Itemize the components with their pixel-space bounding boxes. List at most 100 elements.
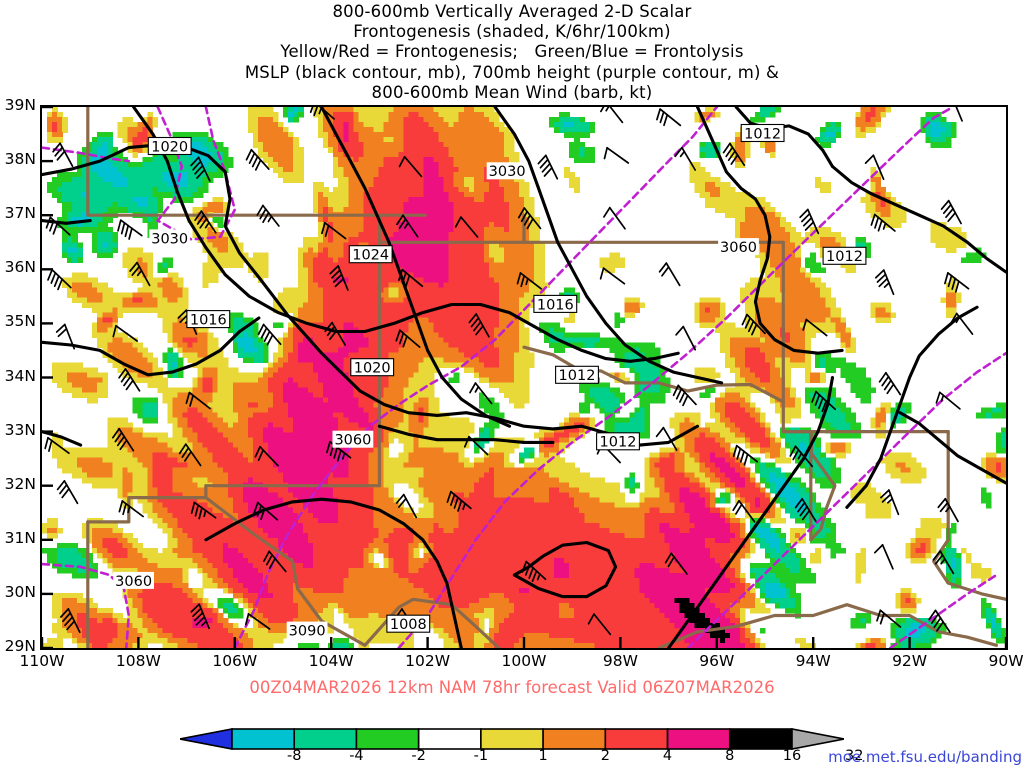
colorbar-segment-2 bbox=[355, 728, 420, 750]
wind-barb bbox=[517, 207, 542, 230]
wind-barb bbox=[658, 262, 681, 287]
wind-barb bbox=[245, 148, 270, 171]
svg-text:3090: 3090 bbox=[289, 624, 326, 640]
wind-barb bbox=[468, 313, 490, 338]
x-tick-90W: 90W bbox=[988, 652, 1024, 670]
map-plot-area[interactable]: 1020 1024 1016 1020 1016 1012 1012 1012 1012 1008… bbox=[40, 105, 1008, 650]
wind-barb bbox=[446, 490, 472, 512]
wind-barb bbox=[190, 603, 210, 630]
wind-barb bbox=[799, 208, 820, 235]
svg-text:1016: 1016 bbox=[537, 297, 574, 313]
y-tick-31N: 31N bbox=[4, 528, 36, 547]
colorbar[interactable] bbox=[180, 728, 844, 750]
height-label-3030: 3030 bbox=[149, 229, 191, 247]
wind-barb bbox=[469, 382, 493, 405]
wind-barb bbox=[599, 267, 626, 285]
y-tick-35N: 35N bbox=[4, 312, 36, 331]
frontogenesis-shading bbox=[42, 107, 1006, 648]
x-tick-92W: 92W bbox=[892, 652, 928, 670]
wind-barb bbox=[178, 443, 202, 467]
wind-barb bbox=[118, 368, 141, 392]
y-tick-29N: 29N bbox=[4, 637, 36, 655]
title-line-2: Frontogenesis (shaded, K/6hr/100km) bbox=[353, 22, 671, 42]
svg-text:3030: 3030 bbox=[489, 164, 526, 180]
wind-barb bbox=[878, 371, 902, 396]
wind-barb bbox=[870, 213, 896, 232]
wind-barb bbox=[254, 445, 279, 467]
wind-barb bbox=[244, 613, 271, 630]
contour-label-1020: 1020 bbox=[147, 136, 192, 155]
source-url-label: moe.met.fsu.edu/banding bbox=[828, 748, 1022, 766]
wind-barb bbox=[672, 384, 697, 407]
wind-barb bbox=[937, 497, 959, 523]
colorbar-segment-6 bbox=[604, 728, 669, 750]
svg-text:3030: 3030 bbox=[151, 231, 188, 247]
colorbar-tick-16: 16 bbox=[782, 748, 802, 764]
x-tick-94W: 94W bbox=[795, 652, 831, 670]
wind-barb bbox=[55, 323, 76, 350]
wind-barb bbox=[655, 426, 678, 451]
wind-barb bbox=[603, 146, 630, 164]
colorbar-segment-8 bbox=[728, 728, 793, 750]
wind-barb bbox=[47, 268, 72, 291]
wind-barb bbox=[396, 214, 419, 238]
wind-barb bbox=[52, 142, 74, 168]
map-canvas: 1020 1024 1016 1020 1016 1012 1012 1012 1012 1008… bbox=[42, 107, 1006, 648]
x-tick-106W: 106W bbox=[212, 652, 258, 670]
wind-barb bbox=[395, 493, 418, 519]
wind-barb bbox=[324, 321, 347, 346]
y-tick-37N: 37N bbox=[4, 204, 36, 223]
colorbar-segment-7 bbox=[666, 728, 731, 750]
colorbar-tick-labels: -8 -4 -2 -1 1 2 4 8 16 32 bbox=[180, 748, 863, 768]
wind-barb bbox=[326, 440, 352, 462]
wind-barb bbox=[732, 444, 759, 466]
colorbar-tick-4: 4 bbox=[662, 748, 673, 764]
wind-barb bbox=[112, 324, 138, 342]
contour-label-1024: 1024 bbox=[348, 245, 393, 264]
x-tick-100W: 100W bbox=[501, 652, 547, 670]
colorbar-tick-32: 32 bbox=[844, 748, 864, 764]
wind-barb bbox=[185, 391, 211, 410]
wind-barb bbox=[603, 206, 626, 230]
wind-barb bbox=[789, 445, 814, 468]
svg-text:1020: 1020 bbox=[354, 361, 391, 377]
wind-barb bbox=[741, 313, 766, 336]
figure-title-block: 800-600mb Vertically Averaged 2-D Scalar… bbox=[0, 2, 1024, 103]
x-tick-104W: 104W bbox=[308, 652, 354, 670]
wind-barb bbox=[802, 318, 828, 337]
colorbar-tick-2: 2 bbox=[600, 748, 610, 764]
wind-barb bbox=[118, 500, 144, 518]
contour-labels: 1020 1024 1016 1020 1016 1012 1012 1012 1012 1008… bbox=[113, 123, 867, 640]
wind-barb bbox=[675, 325, 697, 351]
wind-barb bbox=[864, 154, 885, 181]
wind-barb bbox=[664, 552, 688, 575]
contour-label-1012: 1012 bbox=[596, 432, 640, 451]
colorbar-over-arrow bbox=[791, 728, 844, 750]
height-label-3060: 3060 bbox=[718, 238, 759, 256]
contour-label-1012: 1012 bbox=[555, 365, 599, 384]
wind-barb bbox=[876, 609, 902, 628]
colorbar-tick--8: -8 bbox=[286, 748, 302, 764]
wind-barb bbox=[950, 312, 974, 335]
y-axis-tick-labels: 29N 30N 31N 32N 33N 34N 35N 36N 37N 38N 39N bbox=[0, 96, 40, 655]
height-label-3090: 3090 bbox=[286, 621, 328, 640]
wind-barb bbox=[674, 146, 697, 171]
wind-barb bbox=[600, 107, 624, 124]
colorbar-segment-0 bbox=[231, 728, 296, 750]
x-tick-108W: 108W bbox=[115, 652, 161, 670]
svg-text:1012: 1012 bbox=[826, 249, 863, 265]
wind-barb bbox=[257, 323, 282, 346]
wind-barb bbox=[537, 154, 559, 180]
x-axis-tick-labels: 110W 108W 106W 104W 102W 100W 98W 96W 94W 92W 90W bbox=[20, 652, 1024, 674]
wind-barb bbox=[190, 156, 211, 182]
x-tick-102W: 102W bbox=[405, 652, 451, 670]
wind-barb bbox=[321, 221, 347, 240]
height-label-3060: 3060 bbox=[332, 430, 374, 449]
wind-barbs bbox=[44, 107, 974, 636]
height-label-3060: 3060 bbox=[113, 571, 154, 590]
colorbar-swatches bbox=[180, 728, 844, 750]
svg-text:1012: 1012 bbox=[744, 126, 781, 142]
contour-label-1012: 1012 bbox=[822, 246, 867, 265]
colorbar-under-arrow bbox=[180, 728, 233, 750]
colorbar-tick--2: -2 bbox=[411, 748, 426, 764]
